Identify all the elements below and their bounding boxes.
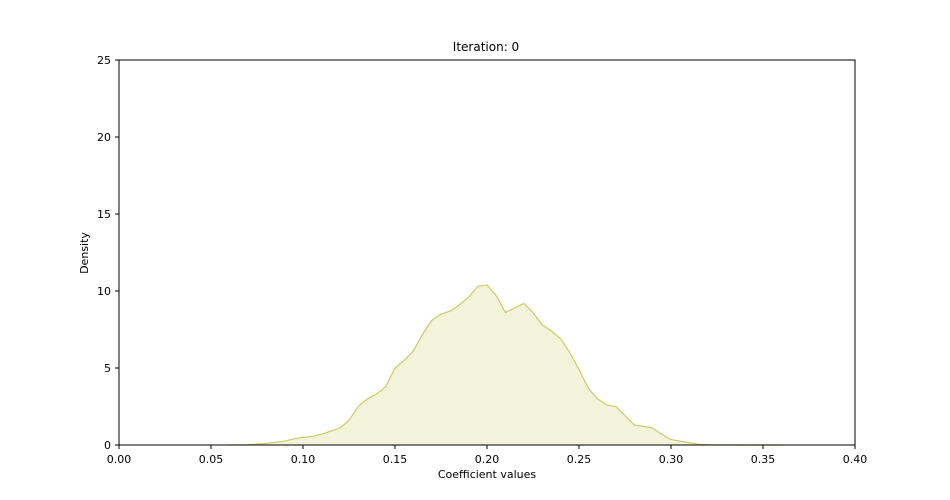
x-tick-label: 0.30 (659, 453, 684, 466)
y-axis: 0 5 10 15 20 25 (97, 54, 119, 452)
y-tick-label: 0 (104, 439, 111, 452)
x-tick-label: 0.15 (383, 453, 408, 466)
x-tick-label: 0.35 (751, 453, 776, 466)
x-tick-label: 0.25 (567, 453, 592, 466)
y-axis-label: Density (78, 232, 91, 274)
x-tick-label: 0.00 (107, 453, 132, 466)
x-tick-label: 0.40 (843, 453, 868, 466)
density-curve-0 (229, 284, 782, 446)
y-tick-label: 15 (97, 208, 111, 221)
chart-title: Iteration: 0 (453, 40, 519, 54)
plot-area (229, 284, 782, 446)
x-tick-label: 0.05 (199, 453, 224, 466)
density-fill-0 (229, 284, 782, 445)
y-tick-label: 5 (104, 362, 111, 375)
x-tick-label: 0.10 (291, 453, 316, 466)
y-tick-label: 25 (97, 54, 111, 67)
x-tick-label: 0.20 (475, 453, 500, 466)
y-tick-label: 10 (97, 285, 111, 298)
x-axis-label: Coefficient values (438, 468, 537, 481)
y-tick-label: 20 (97, 131, 111, 144)
x-axis: 0.00 0.05 0.10 0.15 0.20 0.25 0.30 0.35 0.40 (107, 445, 868, 466)
